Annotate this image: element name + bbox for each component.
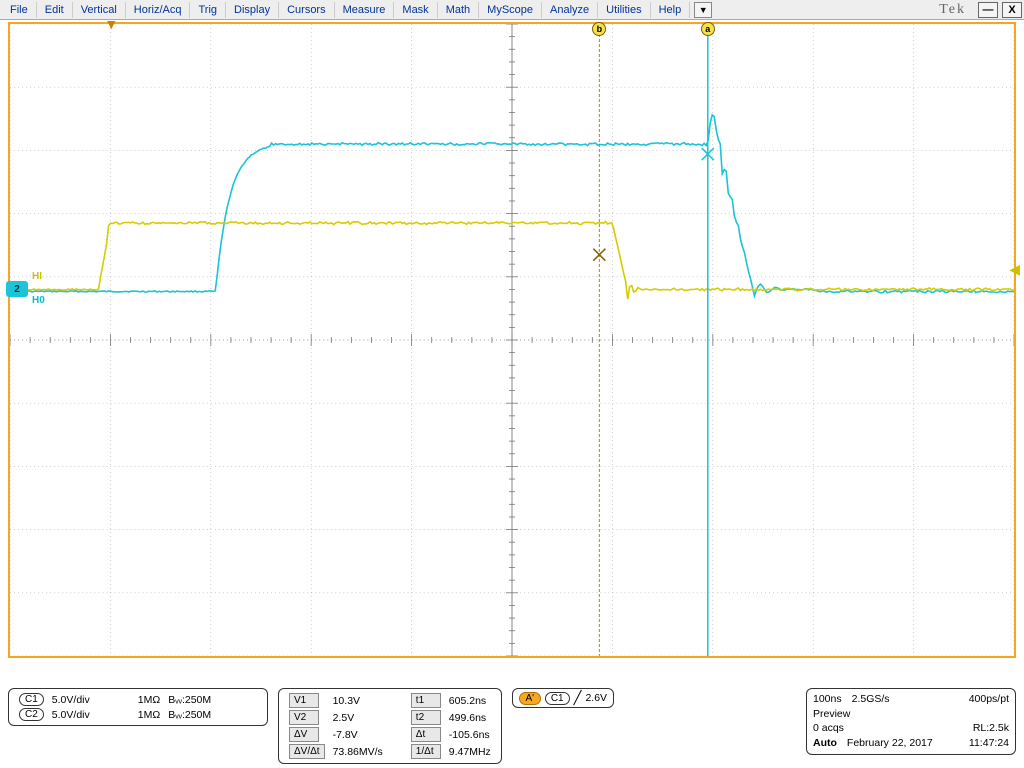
preview-status: Preview bbox=[813, 707, 1009, 722]
menu-measure[interactable]: Measure bbox=[335, 2, 395, 18]
lbl-dt: Δt bbox=[411, 727, 441, 742]
menu-cursors[interactable]: Cursors bbox=[279, 2, 335, 18]
c1-bandwidth: Bᵥᵥ:250M bbox=[164, 692, 215, 707]
trigger-mode: Auto bbox=[813, 736, 837, 751]
c1-scale: 5.0V/div bbox=[48, 692, 94, 707]
val-v2: 2.5V bbox=[329, 709, 387, 726]
date: February 22, 2017 bbox=[847, 736, 933, 751]
val-dvdt: 73.86MV/s bbox=[329, 743, 387, 760]
channel-row-c1[interactable]: C1 5.0V/div 1MΩ Bᵥᵥ:250M bbox=[15, 692, 215, 707]
trigger-position-marker[interactable]: ▼ bbox=[104, 16, 118, 32]
trigger-a-chip[interactable]: A' bbox=[519, 692, 541, 705]
c1-impedance: 1MΩ bbox=[134, 692, 164, 707]
resolution: 400ps/pt bbox=[969, 692, 1009, 707]
c2-bandwidth: Bᵥᵥ:250M bbox=[164, 707, 215, 722]
c2-impedance: 1MΩ bbox=[134, 707, 164, 722]
brand-logo: Tek bbox=[939, 2, 966, 18]
chip-c1: C1 bbox=[19, 693, 44, 706]
trigger-source-chip[interactable]: C1 bbox=[545, 692, 570, 705]
menu-analyze[interactable]: Analyze bbox=[542, 2, 598, 18]
lbl-dvdt: ΔV/Δt bbox=[289, 744, 325, 759]
acquisition-status-panel: 100ns 2.5GS/s 400ps/pt Preview 0 acqs RL… bbox=[806, 688, 1016, 755]
lbl-v2: V2 bbox=[289, 710, 319, 725]
val-v1: 10.3V bbox=[329, 692, 387, 709]
trigger-panel: A' C1 ╱ 2.6V bbox=[512, 688, 614, 708]
cursor-readout-panel: V1 10.3V t1 605.2ns V2 2.5V t2 499.6ns Δ… bbox=[278, 688, 502, 764]
trigger-level: 2.6V bbox=[585, 692, 607, 704]
menu-mask[interactable]: Mask bbox=[394, 2, 437, 18]
lbl-invdt: 1/Δt bbox=[411, 744, 441, 759]
record-length: RL:2.5k bbox=[973, 721, 1009, 736]
lbl-t1: t1 bbox=[411, 693, 441, 708]
val-dv: -7.8V bbox=[329, 726, 387, 743]
channel-1-label: HI bbox=[32, 271, 42, 282]
val-t2: 499.6ns bbox=[445, 709, 495, 726]
channel-2-label: H0 bbox=[32, 295, 45, 306]
val-invdt: 9.47MHz bbox=[445, 743, 495, 760]
chip-c2: C2 bbox=[19, 708, 44, 721]
menu-file[interactable]: File bbox=[2, 2, 37, 18]
waveform-display[interactable]: ▼ b a 2 HI H0 ◀ bbox=[8, 22, 1016, 658]
trigger-edge-icon: ╱ bbox=[574, 690, 582, 706]
menu-bar: File Edit Vertical Horiz/Acq Trig Displa… bbox=[0, 0, 1024, 20]
channel-2-marker[interactable]: 2 bbox=[6, 281, 28, 297]
menu-display[interactable]: Display bbox=[226, 2, 279, 18]
c2-scale: 5.0V/div bbox=[48, 707, 94, 722]
lbl-t2: t2 bbox=[411, 710, 441, 725]
lbl-v1: V1 bbox=[289, 693, 319, 708]
menu-edit[interactable]: Edit bbox=[37, 2, 73, 18]
close-button[interactable]: X bbox=[1002, 2, 1022, 18]
bottom-readout-area: C1 5.0V/div 1MΩ Bᵥᵥ:250M C2 5.0V/div 1MΩ… bbox=[8, 688, 1016, 764]
val-dt: -105.6ns bbox=[445, 726, 495, 743]
timebase: 100ns bbox=[813, 692, 842, 707]
menu-utilities[interactable]: Utilities bbox=[598, 2, 650, 18]
channel-row-c2[interactable]: C2 5.0V/div 1MΩ Bᵥᵥ:250M bbox=[15, 707, 215, 722]
waveform-svg bbox=[10, 24, 1014, 656]
lbl-dv: ΔV bbox=[289, 727, 319, 742]
sample-rate: 2.5GS/s bbox=[852, 692, 890, 707]
acq-count: 0 acqs bbox=[813, 721, 844, 736]
channel-2-marker-text: 2 bbox=[14, 284, 20, 295]
minimize-button[interactable]: — bbox=[978, 2, 998, 18]
menu-math[interactable]: Math bbox=[438, 2, 479, 18]
menu-help[interactable]: Help bbox=[651, 2, 691, 18]
menu-dropdown-button[interactable]: ▼ bbox=[694, 2, 712, 18]
menu-trig[interactable]: Trig bbox=[190, 2, 226, 18]
right-offscreen-indicator: ◀ bbox=[1009, 261, 1020, 278]
time: 11:47:24 bbox=[969, 736, 1009, 751]
cursor-a-tag[interactable]: a bbox=[701, 22, 715, 36]
menu-myscope[interactable]: MyScope bbox=[479, 2, 542, 18]
val-t1: 605.2ns bbox=[445, 692, 495, 709]
menu-horiz-acq[interactable]: Horiz/Acq bbox=[126, 2, 191, 18]
channel-settings-panel: C1 5.0V/div 1MΩ Bᵥᵥ:250M C2 5.0V/div 1MΩ… bbox=[8, 688, 268, 726]
